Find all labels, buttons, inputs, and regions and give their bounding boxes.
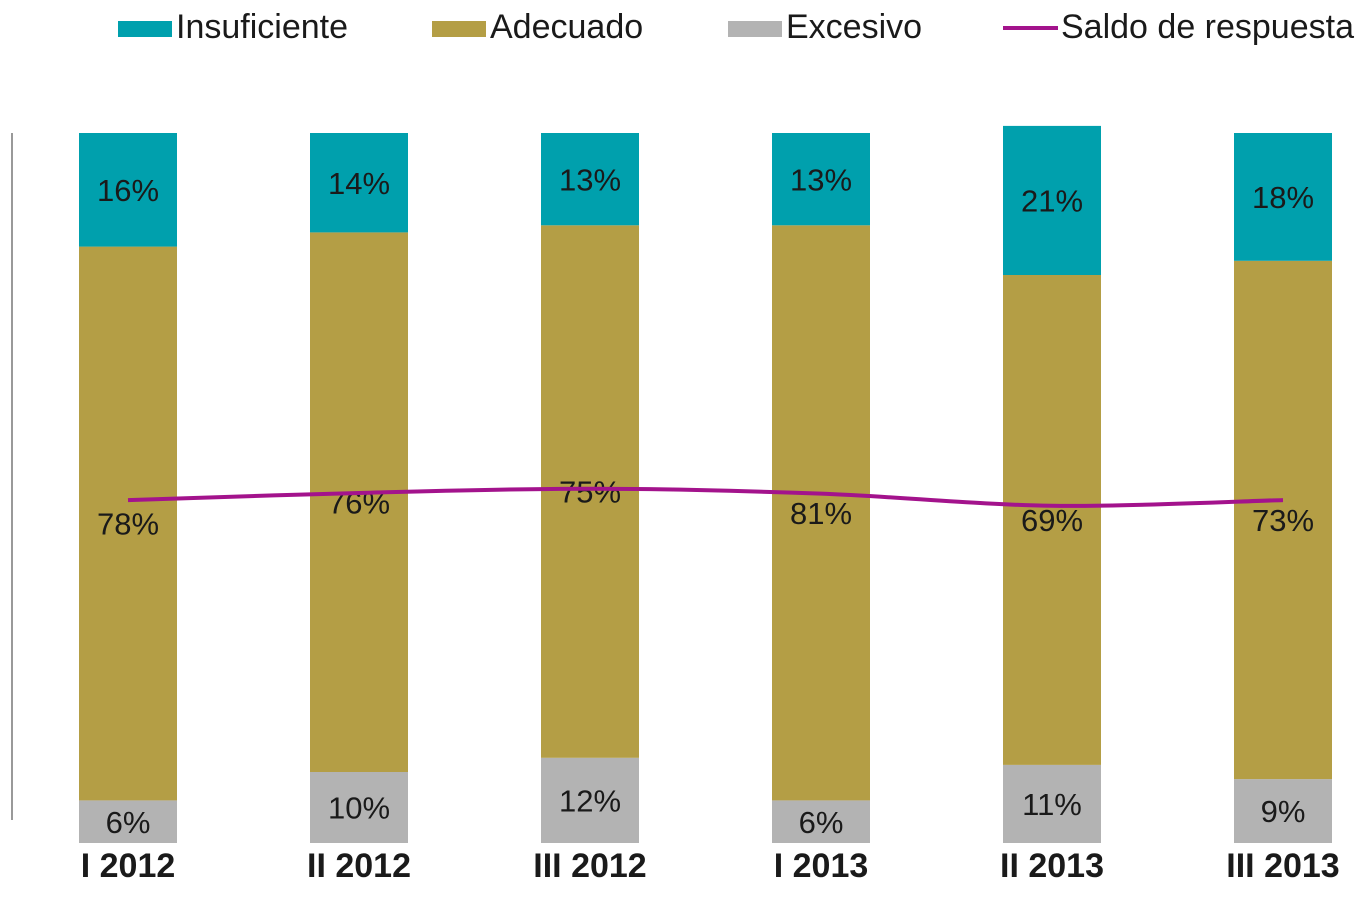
- data-label: 14%: [328, 166, 390, 201]
- bar-segment: [772, 133, 870, 226]
- bar-segment: [1234, 260, 1332, 780]
- x-tick-label: I 2012: [81, 847, 176, 885]
- data-label: 10%: [328, 791, 390, 826]
- legend-label: Insuficiente: [176, 8, 348, 46]
- bar-segment: [79, 246, 177, 801]
- legend-swatch: [118, 21, 172, 37]
- bar-segment: [1003, 125, 1101, 276]
- bar-segment: [310, 232, 408, 772]
- data-label: 11%: [1022, 787, 1082, 822]
- bar-segment: [1234, 133, 1332, 261]
- bar-segment: [541, 757, 639, 843]
- x-tick-label: II 2012: [307, 847, 411, 885]
- legend-swatch: [432, 21, 486, 37]
- legend-swatch: [728, 21, 782, 37]
- x-tick-label: I 2013: [774, 847, 869, 885]
- x-tick-label: III 2013: [1226, 847, 1339, 885]
- data-label: 21%: [1021, 184, 1083, 219]
- legend-label: Adecuado: [490, 8, 643, 46]
- data-label: 18%: [1252, 180, 1314, 215]
- line-series: [127, 486, 1284, 508]
- data-label: 13%: [790, 162, 852, 197]
- data-label: 13%: [559, 162, 621, 197]
- bar-segment: [1234, 779, 1332, 843]
- data-label: 6%: [799, 805, 844, 840]
- bar-segment: [310, 772, 408, 843]
- data-label: 69%: [1021, 503, 1083, 538]
- bar-segment: [772, 800, 870, 843]
- bar-segment: [541, 225, 639, 758]
- data-label: 12%: [559, 784, 621, 819]
- data-label: 73%: [1252, 503, 1314, 538]
- bar-segment: [1003, 764, 1101, 843]
- bar-segment: [772, 225, 870, 801]
- data-label: 81%: [790, 496, 852, 531]
- bar-segment: [310, 133, 408, 233]
- legend-label: Saldo de respuesta: [1061, 8, 1354, 46]
- legend-label: Excesivo: [786, 8, 922, 46]
- data-label: 9%: [1261, 794, 1306, 829]
- bar-segment: [1003, 275, 1101, 765]
- bar-segment: [79, 800, 177, 843]
- data-label: 78%: [97, 507, 159, 542]
- bar-segment: [541, 133, 639, 226]
- x-tick-label: II 2013: [1000, 847, 1104, 885]
- bar-segment: [79, 133, 177, 247]
- data-label: 75%: [559, 475, 621, 510]
- data-label: 6%: [106, 805, 151, 840]
- x-tick-label: III 2012: [533, 847, 646, 885]
- data-label: 16%: [97, 173, 159, 208]
